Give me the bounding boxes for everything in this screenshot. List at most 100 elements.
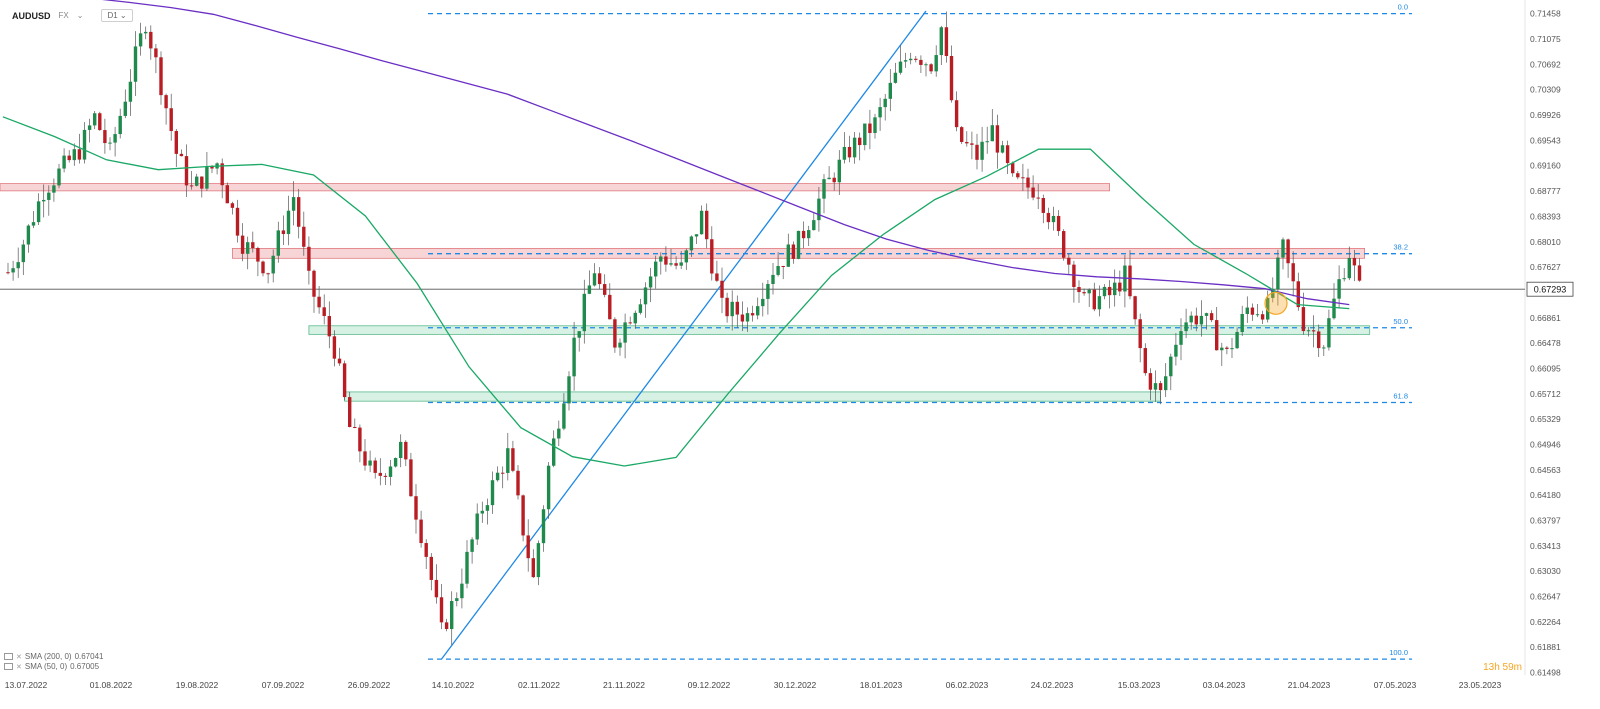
candle-body[interactable]	[699, 210, 704, 235]
candle-body[interactable]	[307, 246, 311, 271]
candle-body[interactable]	[1199, 315, 1204, 325]
candle-body[interactable]	[1311, 330, 1316, 332]
candle-body[interactable]	[618, 342, 622, 348]
candle-body[interactable]	[1005, 145, 1010, 164]
candle-body[interactable]	[1184, 322, 1188, 332]
candle-body[interactable]	[82, 129, 87, 160]
candle-body[interactable]	[1225, 347, 1229, 349]
close-icon[interactable]: ✕	[16, 663, 22, 671]
candle-body[interactable]	[1016, 173, 1020, 178]
candle-body[interactable]	[210, 166, 214, 169]
candle-body[interactable]	[495, 472, 500, 481]
candle-body[interactable]	[1322, 347, 1326, 349]
candle-body[interactable]	[720, 280, 724, 298]
candle-body[interactable]	[628, 322, 632, 324]
candle-body[interactable]	[240, 235, 245, 254]
candle-body[interactable]	[608, 294, 612, 320]
candle-body[interactable]	[1352, 257, 1357, 266]
candle-body[interactable]	[613, 319, 617, 348]
candle-body[interactable]	[572, 337, 576, 377]
candle-body[interactable]	[1240, 313, 1244, 333]
candle-body[interactable]	[1337, 279, 1341, 299]
candle-body[interactable]	[557, 428, 561, 439]
candle-body[interactable]	[465, 551, 469, 584]
candle-body[interactable]	[975, 144, 979, 160]
candle-body[interactable]	[1250, 307, 1255, 315]
candle-body[interactable]	[312, 270, 316, 297]
candle-body[interactable]	[103, 130, 107, 144]
candle-body[interactable]	[1056, 215, 1061, 232]
candle-body[interactable]	[1031, 187, 1035, 198]
candle-body[interactable]	[144, 31, 148, 34]
candle-body[interactable]	[1107, 286, 1112, 296]
candle-body[interactable]	[31, 222, 36, 226]
candle-body[interactable]	[393, 458, 398, 467]
candle-body[interactable]	[1194, 315, 1198, 325]
candle-body[interactable]	[1204, 313, 1209, 316]
candle-body[interactable]	[832, 177, 836, 183]
candle-body[interactable]	[460, 583, 464, 599]
candle-body[interactable]	[470, 539, 474, 552]
candle-body[interactable]	[689, 236, 694, 251]
candle-body[interactable]	[761, 298, 765, 307]
candle-body[interactable]	[914, 58, 918, 60]
candle-body[interactable]	[383, 475, 388, 477]
candle-body[interactable]	[633, 312, 637, 324]
candle-body[interactable]	[873, 117, 877, 133]
candle-body[interactable]	[67, 155, 71, 161]
candle-body[interactable]	[562, 403, 566, 429]
candle-body[interactable]	[1158, 383, 1163, 391]
candle-body[interactable]	[756, 306, 760, 316]
candle-body[interactable]	[169, 108, 173, 132]
candle-body[interactable]	[1301, 307, 1306, 332]
candle-body[interactable]	[1271, 289, 1275, 298]
candle-body[interactable]	[149, 31, 153, 49]
sma50-line[interactable]	[2, 116, 1350, 467]
candle-body[interactable]	[664, 256, 668, 265]
resistance-zone[interactable]	[0, 183, 1110, 192]
candle-body[interactable]	[597, 273, 602, 285]
candle-body[interactable]	[842, 146, 847, 160]
candle-body[interactable]	[251, 242, 255, 249]
candle-body[interactable]	[883, 98, 887, 108]
candle-body[interactable]	[230, 203, 235, 208]
candle-body[interactable]	[113, 134, 117, 143]
candle-body[interactable]	[893, 72, 898, 83]
candle-body[interactable]	[1148, 373, 1153, 390]
candle-body[interactable]	[847, 146, 852, 158]
candle-body[interactable]	[342, 363, 347, 398]
candle-body[interactable]	[654, 261, 658, 277]
candle-body[interactable]	[159, 57, 163, 96]
candle-body[interactable]	[1011, 163, 1015, 174]
candle-body[interactable]	[52, 185, 56, 193]
candle-body[interactable]	[521, 495, 525, 536]
candle-body[interactable]	[909, 58, 913, 61]
candle-body[interactable]	[1276, 257, 1280, 290]
chevron-down-icon[interactable]: ⌄	[76, 11, 84, 20]
candle-body[interactable]	[1169, 356, 1173, 377]
candle-body[interactable]	[363, 451, 367, 466]
candle-body[interactable]	[1235, 332, 1239, 349]
candle-body[interactable]	[439, 597, 444, 623]
candle-body[interactable]	[552, 438, 556, 466]
candle-body[interactable]	[93, 113, 97, 126]
candle-body[interactable]	[954, 100, 959, 128]
candle-body[interactable]	[1209, 313, 1214, 321]
candle-body[interactable]	[302, 226, 306, 247]
candle-body[interactable]	[577, 331, 581, 338]
close-icon[interactable]: ✕	[16, 653, 22, 661]
candle-body[interactable]	[536, 543, 541, 578]
candle-body[interactable]	[26, 225, 31, 245]
candle-body[interactable]	[679, 262, 683, 266]
candle-body[interactable]	[1230, 348, 1234, 350]
candle-body[interactable]	[322, 307, 326, 317]
candle-body[interactable]	[1138, 319, 1142, 349]
candle-body[interactable]	[863, 123, 867, 146]
candle-body[interactable]	[358, 427, 362, 452]
candle-body[interactable]	[200, 176, 204, 189]
candle-body[interactable]	[919, 59, 923, 65]
candle-body[interactable]	[750, 313, 755, 316]
candle-body[interactable]	[944, 27, 949, 56]
candle-body[interactable]	[740, 314, 745, 322]
candle-body[interactable]	[128, 81, 133, 102]
